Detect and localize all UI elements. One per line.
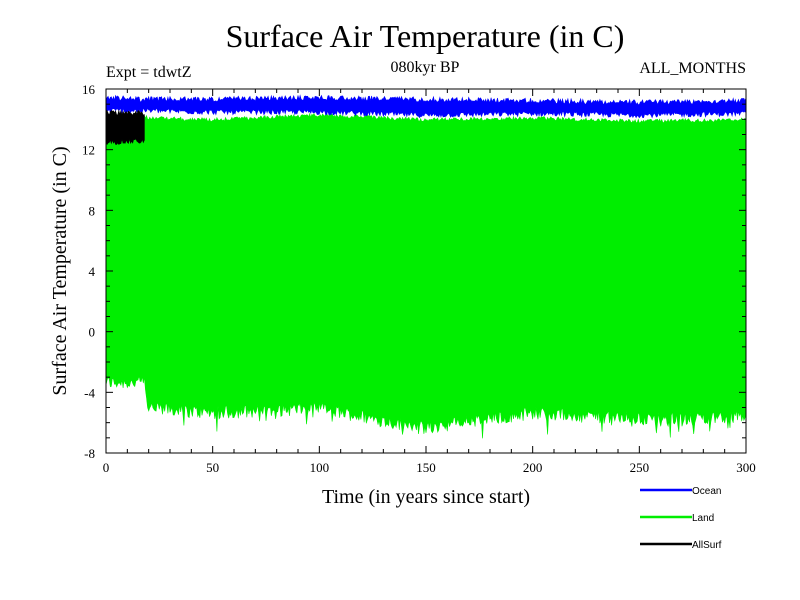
legend-label-allsurf: AllSurf: [692, 540, 722, 551]
x-tick-label: 100: [310, 460, 330, 475]
x-axis-label: Time (in years since start): [322, 486, 530, 508]
y-tick-label: -4: [84, 385, 95, 400]
chart-title: Surface Air Temperature (in C): [226, 18, 625, 54]
months-label: ALL_MONTHS: [639, 60, 746, 77]
legend: Ocean Land AllSurf: [640, 486, 722, 551]
y-tick-label: 12: [82, 143, 95, 158]
series-land: [105, 112, 747, 439]
y-tick-label: 16: [82, 82, 96, 97]
axis-ticks: 0 50 100 150 200 250 300 -8 -4 0 4 8 12 16: [82, 82, 756, 475]
period-label: 080kyr BP: [391, 59, 460, 76]
experiment-label: Expt = tdwtZ: [106, 64, 191, 81]
x-tick-label: 50: [206, 460, 219, 475]
x-tick-label: 0: [103, 460, 110, 475]
series-ocean: [105, 94, 747, 119]
y-axis-label: Surface Air Temperature (in C): [49, 146, 71, 395]
legend-label-land: Land: [692, 513, 714, 524]
y-tick-label: 4: [89, 264, 96, 279]
plot-data: [105, 94, 747, 439]
series-allsurf: [105, 109, 145, 146]
x-tick-label: 200: [523, 460, 543, 475]
y-tick-label: -8: [84, 446, 95, 461]
y-tick-label: 8: [89, 203, 96, 218]
x-tick-label: 250: [630, 460, 650, 475]
x-tick-label: 150: [416, 460, 436, 475]
y-tick-label: 0: [89, 325, 96, 340]
x-tick-label: 300: [736, 460, 756, 475]
legend-label-ocean: Ocean: [692, 486, 721, 497]
